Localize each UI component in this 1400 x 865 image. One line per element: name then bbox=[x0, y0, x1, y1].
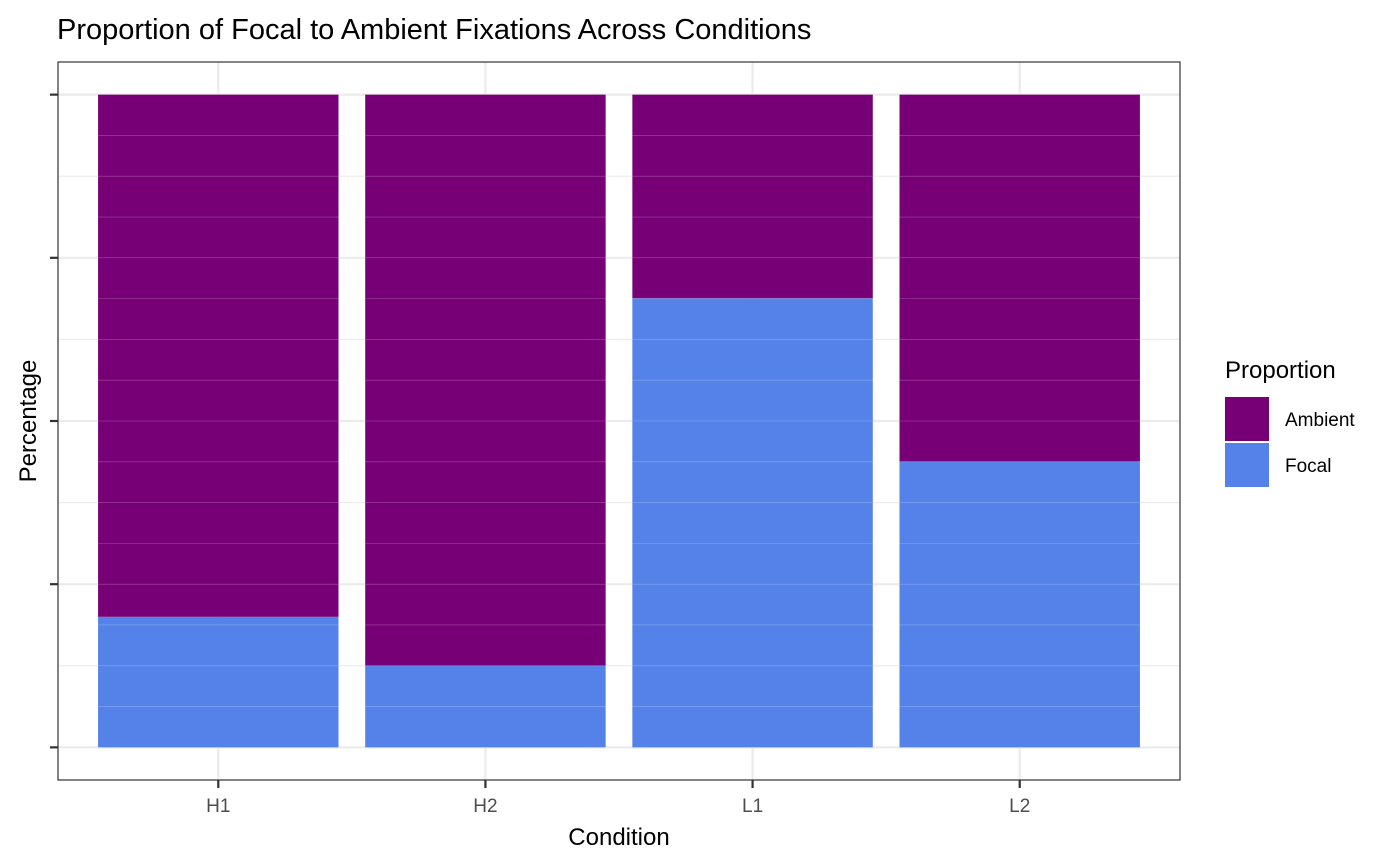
legend-key-focal bbox=[1225, 443, 1269, 487]
bar-L2-focal bbox=[899, 461, 1140, 748]
bars bbox=[98, 94, 1140, 748]
legend-key-ambient bbox=[1225, 397, 1269, 441]
x-axis-ticks: H1 H2 L1 L2 bbox=[206, 780, 1030, 817]
x-tick-label-H1: H1 bbox=[206, 796, 230, 817]
legend: Proportion Ambient Focal bbox=[1225, 357, 1355, 487]
y-axis-ticks bbox=[50, 93, 58, 749]
legend-entries: Ambient Focal bbox=[1225, 397, 1355, 487]
bar-H2-ambient bbox=[365, 94, 606, 666]
bar-H1-focal bbox=[98, 616, 339, 748]
x-axis-title: Condition bbox=[568, 824, 669, 851]
x-tick-label-H2: H2 bbox=[473, 796, 497, 817]
chart-title: Proportion of Focal to Ambient Fixations… bbox=[57, 14, 811, 46]
legend-label-focal: Focal bbox=[1285, 456, 1331, 477]
x-tick-label-L2: L2 bbox=[1009, 796, 1030, 817]
bar-H2-focal bbox=[365, 665, 606, 748]
bar-H1-ambient bbox=[98, 94, 339, 617]
legend-label-ambient: Ambient bbox=[1285, 410, 1355, 431]
plot-panel bbox=[57, 61, 1181, 781]
x-tick-label-L1: L1 bbox=[742, 796, 763, 817]
bar-L2-ambient bbox=[899, 94, 1140, 462]
legend-title: Proportion bbox=[1225, 357, 1336, 384]
y-axis-title: Percentage bbox=[15, 360, 42, 483]
bar-L1-focal bbox=[632, 298, 873, 748]
bar-L1-ambient bbox=[632, 94, 873, 299]
